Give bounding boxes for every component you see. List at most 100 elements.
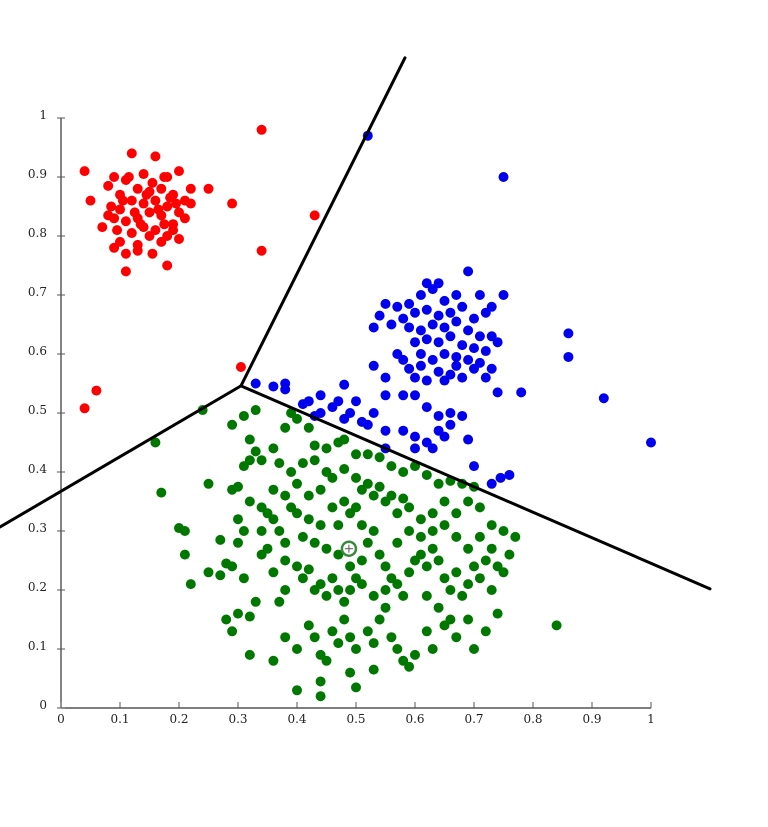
data-point bbox=[185, 579, 196, 590]
data-point bbox=[451, 508, 462, 519]
data-point bbox=[292, 508, 302, 519]
data-point bbox=[486, 585, 497, 595]
data-point bbox=[451, 632, 462, 643]
data-point bbox=[374, 614, 385, 625]
data-point bbox=[138, 198, 149, 209]
data-point bbox=[451, 316, 462, 327]
data-point bbox=[356, 555, 367, 566]
data-point bbox=[433, 310, 444, 321]
data-point bbox=[551, 620, 562, 631]
x-tick-label: 0.9 bbox=[582, 712, 601, 726]
data-point bbox=[368, 526, 379, 536]
data-point bbox=[309, 632, 320, 643]
data-point bbox=[185, 183, 196, 194]
data-point bbox=[439, 375, 450, 386]
data-point bbox=[351, 396, 361, 407]
data-point bbox=[268, 655, 279, 666]
data-point bbox=[292, 685, 302, 696]
data-point bbox=[492, 608, 503, 619]
data-point bbox=[504, 469, 515, 480]
data-point bbox=[421, 334, 432, 345]
data-point bbox=[451, 531, 462, 542]
data-point bbox=[404, 526, 415, 536]
data-point bbox=[303, 422, 314, 433]
data-point bbox=[309, 455, 320, 466]
data-point bbox=[486, 543, 497, 554]
data-point bbox=[339, 379, 350, 390]
data-point bbox=[333, 585, 344, 595]
data-point bbox=[380, 561, 391, 572]
data-point bbox=[563, 351, 574, 362]
data-point bbox=[457, 590, 468, 601]
data-point bbox=[415, 290, 426, 300]
data-point bbox=[79, 166, 90, 177]
data-point bbox=[262, 543, 273, 554]
data-point bbox=[120, 248, 131, 259]
data-point bbox=[474, 531, 485, 542]
data-point bbox=[268, 514, 279, 525]
data-point bbox=[115, 204, 125, 215]
data-point bbox=[297, 458, 308, 469]
data-point bbox=[415, 325, 426, 336]
data-point bbox=[244, 649, 255, 660]
data-point bbox=[421, 402, 432, 413]
data-point bbox=[474, 573, 485, 584]
data-point bbox=[244, 455, 255, 466]
data-point bbox=[410, 372, 420, 383]
data-point bbox=[439, 322, 450, 333]
data-point bbox=[179, 549, 190, 560]
data-point bbox=[168, 225, 179, 236]
data-point bbox=[380, 298, 391, 309]
data-point bbox=[362, 478, 373, 489]
boundary-line bbox=[239, 384, 712, 591]
x-tick-label: 0.1 bbox=[110, 712, 129, 726]
data-point bbox=[256, 526, 267, 536]
data-point bbox=[333, 549, 344, 560]
data-point bbox=[362, 449, 373, 460]
data-point bbox=[486, 363, 497, 374]
data-point bbox=[356, 579, 367, 590]
data-point bbox=[427, 443, 438, 454]
data-point bbox=[179, 213, 190, 224]
data-point bbox=[227, 198, 238, 209]
data-point bbox=[374, 310, 385, 321]
data-point bbox=[227, 626, 238, 637]
data-point bbox=[404, 363, 415, 374]
data-point bbox=[333, 520, 344, 531]
data-point bbox=[451, 360, 462, 371]
data-point bbox=[463, 434, 474, 445]
x-tick-label: 0.5 bbox=[346, 712, 365, 726]
cluster-green bbox=[150, 405, 562, 702]
data-point bbox=[392, 508, 403, 519]
data-point bbox=[463, 266, 474, 277]
data-point bbox=[563, 328, 574, 339]
data-point bbox=[292, 413, 302, 424]
data-point bbox=[445, 408, 456, 418]
data-point bbox=[144, 231, 155, 241]
data-point bbox=[274, 526, 285, 536]
data-point bbox=[433, 602, 444, 613]
data-point bbox=[126, 195, 137, 206]
data-point bbox=[410, 390, 420, 401]
data-point bbox=[333, 638, 344, 649]
y-tick-label: 0.8 bbox=[28, 226, 47, 240]
data-point bbox=[433, 555, 444, 566]
data-point bbox=[439, 496, 450, 507]
x-tick-label: 0.2 bbox=[169, 712, 188, 726]
data-point bbox=[421, 590, 432, 601]
data-point bbox=[374, 452, 385, 463]
data-point bbox=[439, 431, 450, 442]
data-point bbox=[315, 520, 326, 531]
data-point bbox=[368, 590, 379, 601]
x-tick-label: 0.4 bbox=[287, 712, 306, 726]
x-tick-label: 0.3 bbox=[228, 712, 247, 726]
data-point bbox=[126, 148, 137, 159]
data-point bbox=[174, 166, 184, 177]
data-point bbox=[256, 455, 267, 466]
data-point bbox=[153, 204, 164, 215]
data-point bbox=[410, 337, 420, 348]
data-point bbox=[380, 585, 391, 595]
data-point bbox=[463, 614, 474, 625]
data-point bbox=[117, 195, 128, 206]
data-point bbox=[474, 331, 485, 342]
